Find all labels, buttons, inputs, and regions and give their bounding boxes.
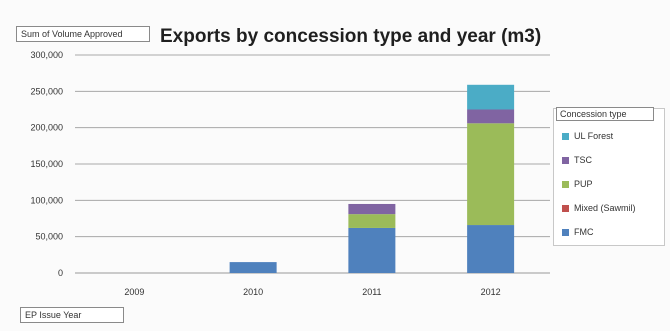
legend-swatch (562, 180, 569, 188)
bar-segment (348, 203, 396, 215)
y-tick-label: 200,000 (30, 123, 63, 133)
axis-field-button[interactable]: EP Issue Year (20, 307, 124, 323)
chart-title: Exports by concession type and year (m3) (160, 26, 542, 47)
legend-label: UL Forest (574, 131, 614, 141)
measure-field-button[interactable]: Sum of Volume Approved (16, 26, 150, 42)
bar-segment (467, 123, 515, 226)
bar-segment (348, 227, 396, 273)
legend-label: PUP (574, 179, 593, 189)
y-tick-label: 250,000 (30, 86, 63, 96)
bar-segment (229, 262, 277, 273)
y-tick-label: 150,000 (30, 159, 63, 169)
legend-swatch (562, 132, 569, 140)
legend-swatch (562, 204, 569, 212)
bar-segment (467, 84, 515, 110)
legend: Concession type UL Forest TSC PUP Mixed (Sa… (553, 107, 665, 246)
x-tick-label: 2012 (481, 287, 501, 297)
bar-segment (467, 109, 515, 124)
legend-label: Mixed (Sawmil) (574, 203, 636, 213)
legend-item: UL Forest (562, 131, 613, 141)
y-tick-label: 50,000 (35, 232, 63, 242)
bar-segment (467, 225, 515, 273)
x-tick-label: 2009 (124, 287, 144, 297)
legend-item: TSC (562, 155, 592, 165)
x-tick-label: 2011 (362, 287, 381, 297)
legend-label: FMC (574, 227, 594, 237)
bar-segment (348, 214, 396, 228)
legend-label: TSC (574, 155, 592, 165)
y-tick-label: 0 (58, 268, 63, 278)
x-tick-label: 2010 (243, 287, 263, 297)
legend-swatch (562, 228, 569, 236)
y-tick-label: 300,000 (30, 50, 63, 60)
y-tick-label: 100,000 (30, 195, 63, 205)
legend-title[interactable]: Concession type (556, 107, 654, 121)
legend-item: PUP (562, 179, 593, 189)
legend-swatch (562, 156, 569, 164)
y-axis-ticks: 0 50,000 100,000 150,000 200,000 250,000 300,0… (30, 50, 63, 278)
legend-item: Mixed (Sawmil) (562, 203, 636, 213)
bars (229, 84, 515, 273)
x-axis-ticks: 2009 2010 2011 2012 (124, 287, 500, 297)
legend-item: FMC (562, 227, 594, 237)
